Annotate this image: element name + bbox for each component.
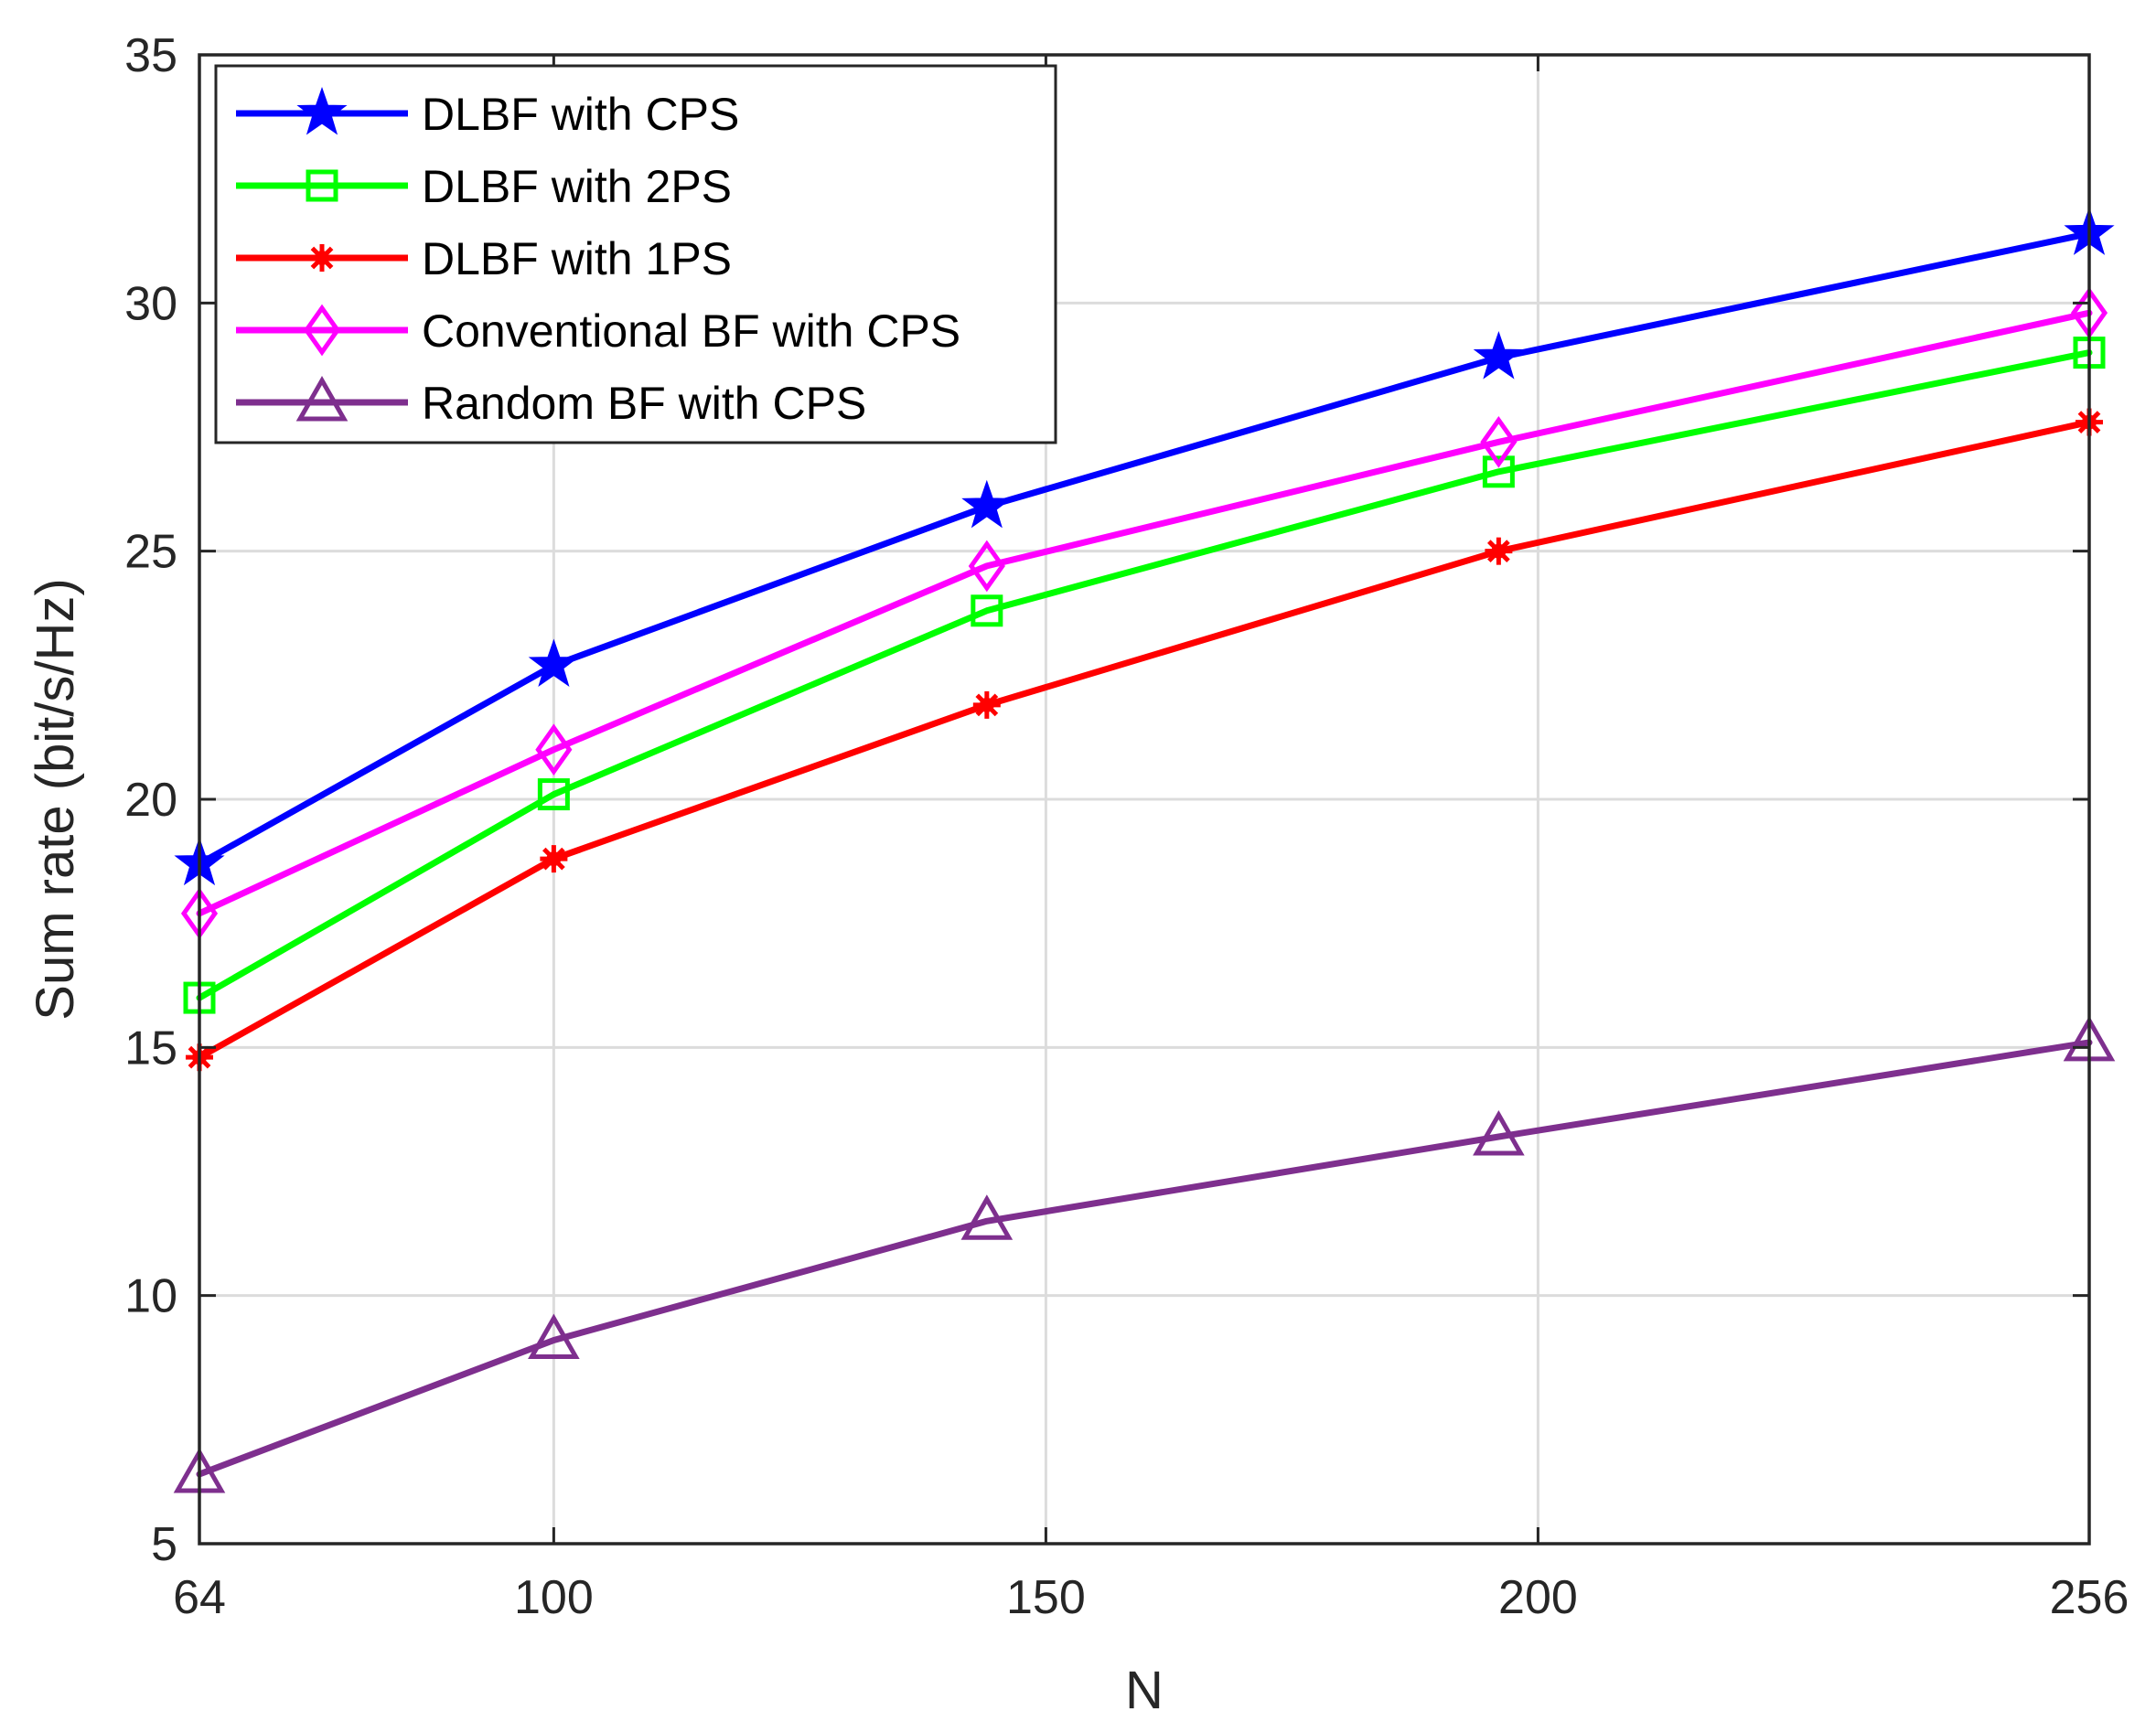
legend-entry-4: Random BF with CPS <box>236 375 866 429</box>
x-tick-label: 200 <box>1498 1571 1578 1624</box>
data-point <box>1473 1109 1525 1156</box>
data-point <box>972 690 1001 719</box>
legend-marker-core <box>315 251 329 265</box>
data-point <box>528 1313 580 1360</box>
legend-label: DLBF with CPS <box>422 89 739 140</box>
data-point <box>1485 537 1513 565</box>
legend-marker <box>308 244 336 272</box>
data-point <box>961 479 1013 529</box>
series-line <box>196 1039 2093 1478</box>
legend-entry-2: DLBF with 1PS <box>236 233 732 284</box>
legend-entry-3: Conventional BF with CPS <box>236 304 960 357</box>
x-tick-label: 64 <box>173 1571 226 1624</box>
data-point <box>968 540 1005 593</box>
y-tick-label: 10 <box>124 1270 177 1323</box>
y-axis-label: Sum rate (bit/s/Hz) <box>26 578 85 1020</box>
data-point-core <box>1491 543 1507 559</box>
axis-ticks: 64 100 150 200 256 5 10 15 20 25 30 35 <box>124 29 2129 1624</box>
data-point <box>537 778 570 811</box>
series-line <box>196 309 2093 917</box>
y-tick-label: 5 <box>151 1518 177 1571</box>
data-point <box>528 638 579 687</box>
y-tick-label: 15 <box>124 1022 177 1075</box>
y-tick-label: 35 <box>124 29 177 82</box>
data-point-core <box>546 851 562 867</box>
data-point <box>1473 330 1524 380</box>
data-point <box>971 594 1003 627</box>
data-point-core <box>979 697 994 712</box>
series-group <box>173 207 2116 1493</box>
legend: DLBF with CPS DLBF with 2PS DLBF with 1PS C… <box>214 64 1057 444</box>
legend-label: Random BF with CPS <box>422 378 866 429</box>
x-tick-label: 150 <box>1006 1571 1086 1624</box>
legend-marker <box>306 169 338 202</box>
series-2 <box>186 408 2103 1072</box>
legend-marker <box>303 304 341 357</box>
data-point <box>535 723 573 776</box>
legend-label: DLBF with 1PS <box>422 233 732 284</box>
data-point <box>540 845 568 873</box>
legend-entry-1: DLBF with 2PS <box>236 161 732 212</box>
x-tick-label: 100 <box>514 1571 594 1624</box>
data-point <box>1482 455 1515 488</box>
data-point <box>1480 415 1518 468</box>
legend-box <box>214 64 1057 444</box>
y-tick-label: 25 <box>124 526 177 579</box>
legend-label: Conventional BF with CPS <box>422 305 960 357</box>
data-point <box>960 1194 1014 1240</box>
legend-entry-0: DLBF with CPS <box>236 86 739 140</box>
legend-marker <box>296 86 348 135</box>
x-tick-label: 256 <box>2050 1571 2129 1624</box>
y-tick-label: 30 <box>124 277 177 330</box>
legend-label: DLBF with 2PS <box>422 161 732 212</box>
y-tick-label: 20 <box>124 774 177 827</box>
x-axis-label: N <box>1125 1661 1164 1720</box>
series-line <box>196 349 2093 1001</box>
legend-marker <box>295 375 349 422</box>
